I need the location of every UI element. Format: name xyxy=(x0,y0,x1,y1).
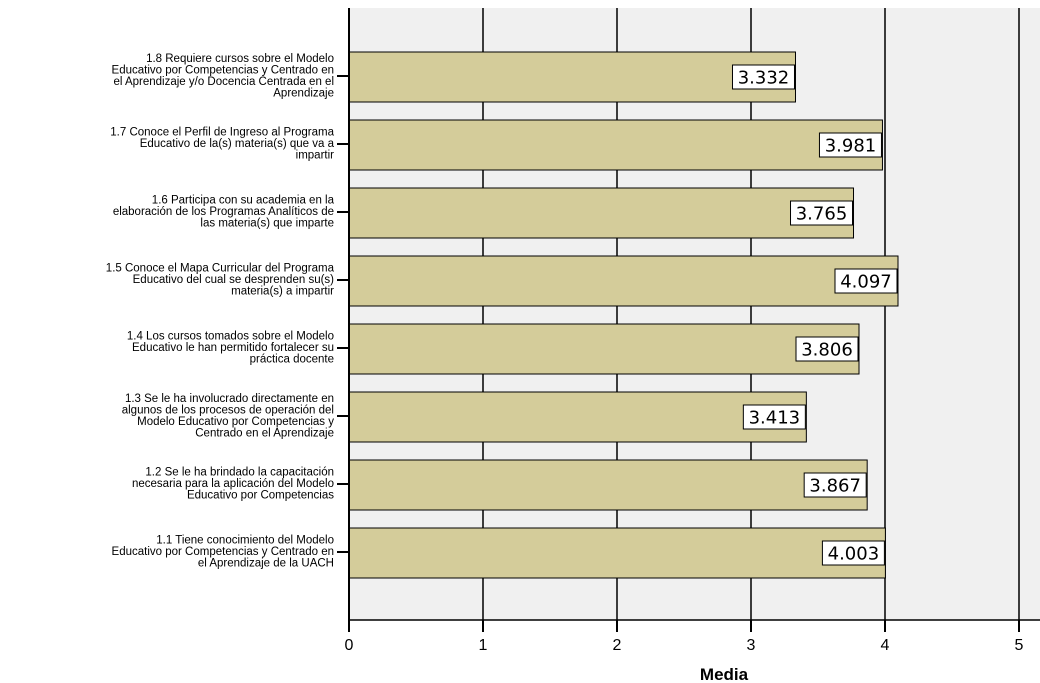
value-labels: 3.332 3.981 3.765 4.097 3.806 3.413 3.867 4.003 xyxy=(731,64,898,566)
category-label-line: impartir xyxy=(296,150,335,162)
category-label: 1.2 Se le ha brindado la capacitaciónnec… xyxy=(132,467,334,502)
value-label-box xyxy=(834,268,898,294)
category-label-line: Educativo le han permitido fortalecer su xyxy=(132,342,334,354)
category-label-line: Aprendizaje xyxy=(273,87,334,99)
category-label: 1.8 Requiere cursos sobre el ModeloEduca… xyxy=(112,53,334,100)
x-axis: 0 1 2 3 4 5 xyxy=(345,8,1040,654)
plot-area xyxy=(349,8,1040,620)
category-label-line: Educativo por Competencias xyxy=(187,490,334,502)
category-label-line: Educativo por Competencias y Centrado en xyxy=(112,546,334,558)
category-label-line: práctica docente xyxy=(250,354,334,366)
category-label: 1.1 Tiene conocimiento del ModeloEducati… xyxy=(112,535,334,570)
category-label-line: 1.6 Participa con su academia en la xyxy=(152,195,335,207)
x-tick-label: 3 xyxy=(747,637,756,654)
value-label: 4.003 xyxy=(828,544,880,565)
category-label-line: 1.2 Se le ha brindado la capacitación xyxy=(145,467,334,479)
x-tick-label: 2 xyxy=(613,637,622,654)
category-label: 1.6 Participa con su academia en laelabo… xyxy=(113,195,335,230)
category-label-line: Educativo del cual se desprenden su(s) xyxy=(133,274,335,286)
category-label-line: materia(s) a impartir xyxy=(231,286,334,298)
category-label: 1.5 Conoce el Mapa Curricular del Progra… xyxy=(106,263,335,298)
x-tick-label: 4 xyxy=(881,637,890,654)
category-label: 1.3 Se le ha involucrado directamente en… xyxy=(122,393,335,440)
x-tick-label: 0 xyxy=(345,637,354,654)
category-label-line: Modelo Educativo por Competencias y xyxy=(137,416,334,428)
category-label: 1.4 Los cursos tomados sobre el ModeloEd… xyxy=(127,331,334,366)
value-label-box xyxy=(742,404,806,430)
category-label-line: 1.8 Requiere cursos sobre el Modelo xyxy=(146,53,334,65)
bar xyxy=(348,255,899,307)
value-label: 3.765 xyxy=(796,204,848,225)
x-axis-title: Media xyxy=(700,665,749,683)
value-label-box xyxy=(790,200,854,226)
value-label-box xyxy=(821,540,885,566)
value-label: 4.097 xyxy=(840,272,892,293)
category-label-line: las materia(s) que imparte xyxy=(200,218,334,230)
value-label-box xyxy=(803,472,867,498)
category-label-line: Educativo de la(s) materia(s) que va a xyxy=(140,138,335,150)
category-label: 1.7 Conoce el Perfil de Ingreso al Progr… xyxy=(110,127,334,162)
bar xyxy=(348,527,886,579)
value-label-box xyxy=(731,64,795,90)
category-label-line: 1.1 Tiene conocimiento del Modelo xyxy=(156,535,334,547)
bar xyxy=(348,119,883,171)
category-label-line: algunos de los procesos de operación del xyxy=(122,404,334,416)
bar xyxy=(348,391,807,443)
value-label: 3.332 xyxy=(738,68,790,89)
x-tick-label: 5 xyxy=(1015,637,1024,654)
category-label-line: 1.4 Los cursos tomados sobre el Modelo xyxy=(127,331,334,343)
category-label-line: el Aprendizaje y/o Docencia Centrada en … xyxy=(113,76,334,88)
value-label-box xyxy=(795,336,859,362)
bar xyxy=(348,187,855,239)
bar xyxy=(348,323,860,375)
value-label: 3.806 xyxy=(801,340,853,361)
value-label: 3.867 xyxy=(809,476,861,497)
value-label: 3.981 xyxy=(825,136,877,157)
value-label: 3.413 xyxy=(749,408,801,429)
gridlines xyxy=(482,8,1020,620)
category-label-line: 1.7 Conoce el Perfil de Ingreso al Progr… xyxy=(110,127,334,139)
category-label-line: el Aprendizaje de la UACH xyxy=(198,558,334,570)
bar xyxy=(348,51,796,103)
value-label-box xyxy=(818,132,882,158)
category-label-line: 1.3 Se le ha involucrado directamente en xyxy=(125,393,334,405)
bars xyxy=(348,51,899,579)
category-label-line: necesaria para la aplicación del Modelo xyxy=(132,478,334,490)
category-labels: 1.8 Requiere cursos sobre el ModeloEduca… xyxy=(106,53,349,570)
bar xyxy=(348,459,868,511)
category-label-line: Centrado en el Aprendizaje xyxy=(195,427,334,439)
category-label-line: elaboración de los Programas Analíticos … xyxy=(113,206,334,218)
x-tick-label: 1 xyxy=(479,637,488,654)
category-label-line: Educativo por Competencias y Centrado en xyxy=(112,64,334,76)
category-label-line: 1.5 Conoce el Mapa Curricular del Progra… xyxy=(106,263,335,275)
